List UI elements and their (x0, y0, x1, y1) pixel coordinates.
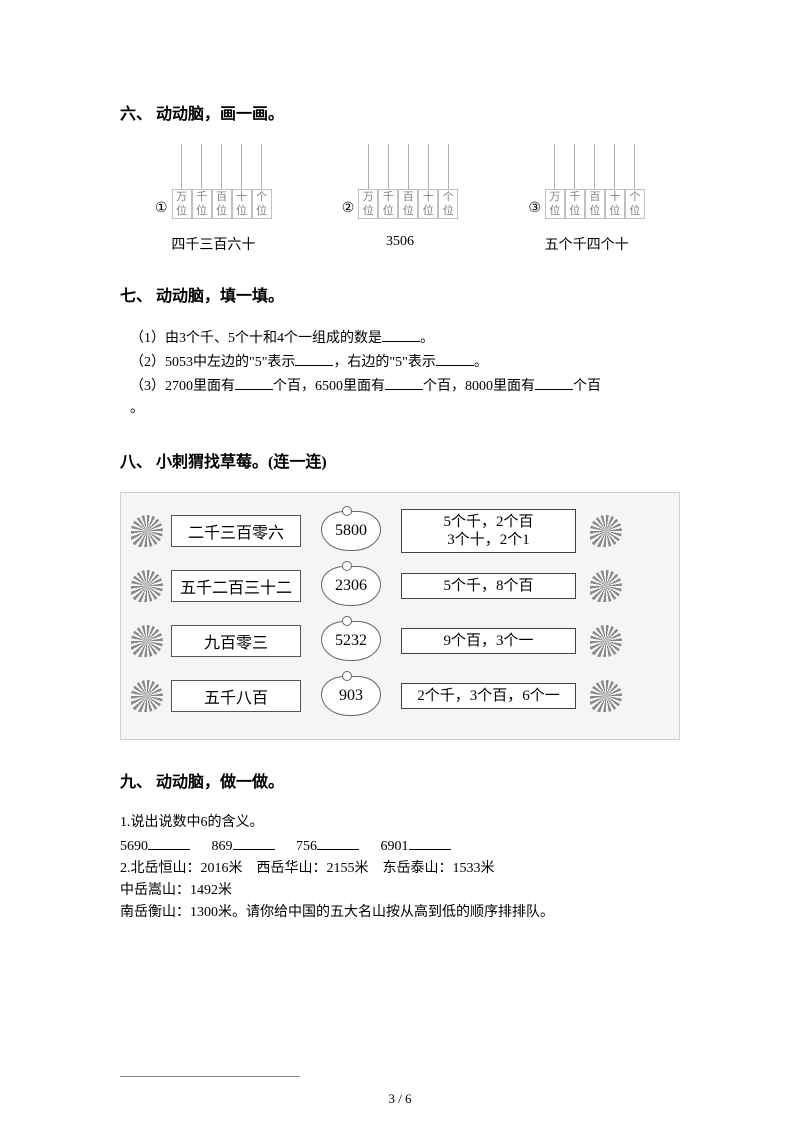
section-7-title: 七、 动动脑，填一填。 (120, 282, 680, 306)
section-9-body: 1.说出说数中6的含义。 5690 869 756 6901 2.北岳恒山：20… (120, 812, 680, 924)
blank[interactable] (295, 350, 333, 366)
section-9: 九、 动动脑，做一做。 1.说出说数中6的含义。 5690 869 756 69… (120, 768, 680, 924)
abacus-3: ③ 万位 千位 百位 十位 个位 五个千四个十 (528, 144, 645, 254)
match-row: 五千二百三十二 2306 5个千，8个百 (131, 558, 669, 613)
strawberry-3[interactable]: 5232 (321, 621, 381, 661)
q9-line2a: 2.北岳恒山：2016米 西岳华山：2155米 东岳泰山：1533米 (120, 858, 680, 880)
hedgehog-icon (131, 570, 163, 602)
match-row: 二千三百零六 5800 5个千，2个百 3个十，2个1 (131, 503, 669, 558)
blank[interactable] (317, 834, 359, 850)
page-number: 3 / 6 (0, 1091, 800, 1107)
marker-3: ③ (528, 200, 541, 217)
hedgehog-icon (131, 680, 163, 712)
abacus-frame-2: 万位 千位 百位 十位 个位 (358, 144, 458, 219)
abacus-frame-1: 万位 千位 百位 十位 个位 (172, 144, 272, 219)
match-row: 九百零三 5232 9个百，3个一 (131, 613, 669, 668)
blank[interactable] (409, 834, 451, 850)
hedgehog-icon (590, 570, 622, 602)
q7-3-a: （3）2700里面有 (130, 379, 235, 394)
q9-line2b: 中岳嵩山：1492米 (120, 880, 680, 902)
hedgehog-icon (131, 515, 163, 547)
left-label-1[interactable]: 二千三百零六 (171, 515, 301, 547)
q9-line1: 1.说出说数中6的含义。 (120, 812, 680, 834)
section-7: 七、 动动脑，填一填。 （1）由3个千、5个十和4个一组成的数是。 （2）505… (120, 282, 680, 420)
hedgehog-icon (590, 680, 622, 712)
left-label-4[interactable]: 五千八百 (171, 680, 301, 712)
blank[interactable] (436, 350, 474, 366)
abacus-row: ① 万位 千位 百位 十位 个位 四千三百六十 ② 万位 千位 百位 十位 (120, 144, 680, 254)
section-6: 六、 动动脑，画一画。 ① 万位 千位 百位 十位 个位 四千三百六十 ② 万位 (120, 100, 680, 254)
marker-1: ① (155, 200, 168, 217)
section-7-body: （1）由3个千、5个十和4个一组成的数是。 （2）5053中左边的"5"表示，右… (130, 326, 680, 420)
match-row: 五千八百 903 2个千，3个百，6个一 (131, 668, 669, 723)
left-label-3[interactable]: 九百零三 (171, 625, 301, 657)
left-label-2[interactable]: 五千二百三十二 (171, 570, 301, 602)
blank[interactable] (233, 834, 275, 850)
section-6-title: 六、 动动脑，画一画。 (120, 100, 680, 124)
blank[interactable] (385, 374, 423, 390)
right-label-3[interactable]: 9个百，3个一 (401, 628, 576, 654)
hedgehog-icon (131, 625, 163, 657)
section-8: 八、 小刺猬找草莓。(连一连) 二千三百零六 5800 5个千，2个百 3个十，… (120, 448, 680, 740)
blank[interactable] (235, 374, 273, 390)
section-9-title: 九、 动动脑，做一做。 (120, 768, 680, 792)
right-label-1[interactable]: 5个千，2个百 3个十，2个1 (401, 509, 576, 553)
strawberry-4[interactable]: 903 (321, 676, 381, 716)
matching-diagram: 二千三百零六 5800 5个千，2个百 3个十，2个1 五千二百三十二 2306… (120, 492, 680, 740)
abacus-2: ② 万位 千位 百位 十位 个位 3506 (342, 144, 459, 254)
right-label-4[interactable]: 2个千，3个百，6个一 (401, 683, 576, 709)
abacus-1: ① 万位 千位 百位 十位 个位 四千三百六十 (155, 144, 272, 254)
blank[interactable] (148, 834, 190, 850)
marker-2: ② (342, 200, 355, 217)
abacus-caption-3: 五个千四个十 (545, 234, 629, 254)
q9-line2c: 南岳衡山：1300米。请你给中国的五大名山按从高到低的顺序排排队。 (120, 902, 680, 924)
q7-2-a: （2）5053中左边的"5"表示 (130, 355, 295, 370)
footer-divider (120, 1076, 300, 1077)
abacus-caption-2: 3506 (386, 234, 414, 250)
section-8-title: 八、 小刺猬找草莓。(连一连) (120, 448, 680, 472)
blank[interactable] (382, 326, 420, 342)
strawberry-1[interactable]: 5800 (321, 511, 381, 551)
right-label-2[interactable]: 5个千，8个百 (401, 573, 576, 599)
hedgehog-icon (590, 515, 622, 547)
q9-nums: 5690 869 756 6901 (120, 834, 680, 858)
abacus-caption-1: 四千三百六十 (171, 234, 255, 254)
abacus-frame-3: 万位 千位 百位 十位 个位 (545, 144, 645, 219)
q7-1-pre: （1）由3个千、5个十和4个一组成的数是 (130, 331, 382, 346)
blank[interactable] (535, 374, 573, 390)
strawberry-2[interactable]: 2306 (321, 566, 381, 606)
hedgehog-icon (590, 625, 622, 657)
